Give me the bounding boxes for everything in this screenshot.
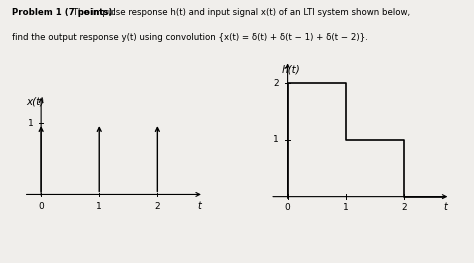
Text: 1: 1 — [28, 119, 34, 128]
Text: 1: 1 — [273, 135, 279, 144]
Text: Problem 1 (7 points):: Problem 1 (7 points): — [12, 8, 116, 17]
Text: 0: 0 — [38, 201, 44, 211]
Text: t: t — [444, 202, 447, 212]
Text: t: t — [197, 201, 201, 211]
Text: 2: 2 — [155, 201, 160, 211]
Text: x(t): x(t) — [27, 97, 45, 107]
Text: 2: 2 — [273, 79, 279, 88]
Text: find the output response y(t) using convolution {x(t) = δ(t) + δ(t − 1) + δ(t − : find the output response y(t) using conv… — [12, 33, 368, 42]
Text: 1: 1 — [96, 201, 102, 211]
Text: 2: 2 — [401, 204, 407, 213]
Text: 0: 0 — [285, 204, 291, 213]
Text: The impulse response h(t) and input signal x(t) of an LTI system shown below,: The impulse response h(t) and input sign… — [70, 8, 410, 17]
Text: h(t): h(t) — [282, 65, 301, 75]
Text: 1: 1 — [343, 204, 348, 213]
